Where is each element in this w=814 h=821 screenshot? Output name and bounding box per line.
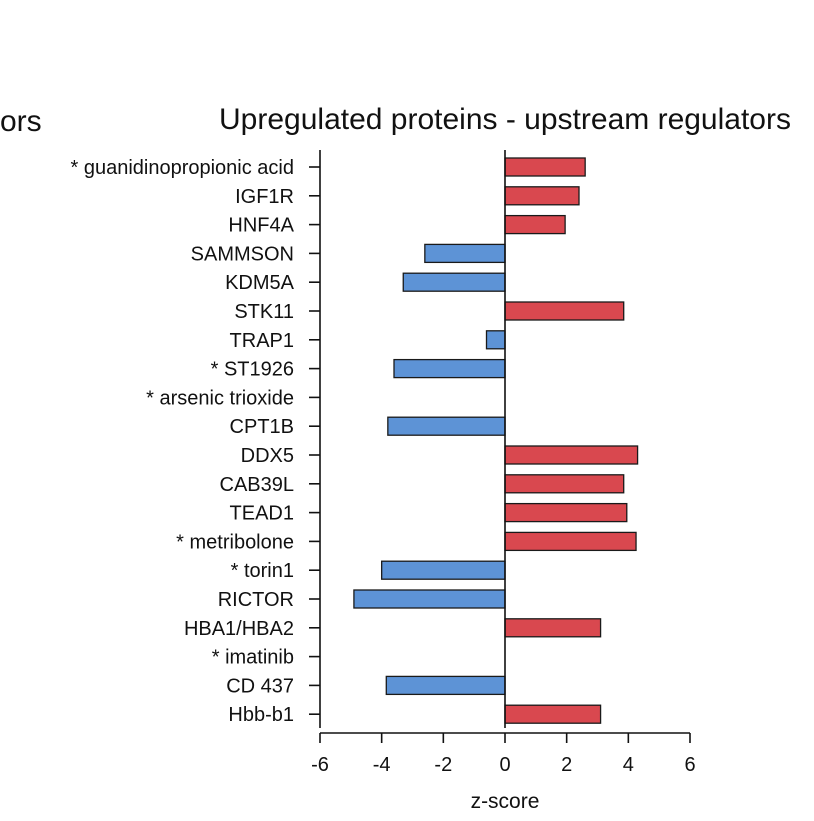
bar-14 xyxy=(381,560,506,580)
category-label-16: HBA1/HBA2 xyxy=(184,618,294,640)
category-label-10: DDX5 xyxy=(241,445,294,467)
category-label-19: Hbb-b1 xyxy=(228,704,294,726)
category-label-4: KDM5A xyxy=(225,272,295,294)
bar-7 xyxy=(393,358,506,379)
bar-11 xyxy=(504,474,625,494)
bar-3 xyxy=(424,243,506,264)
category-label-3: SAMMSON xyxy=(191,243,294,265)
bar-16 xyxy=(504,618,602,638)
category-label-5: STK11 xyxy=(234,301,294,323)
category-label-12: TEAD1 xyxy=(230,503,294,525)
category-label-7: * ST1926 xyxy=(211,359,294,381)
bar-10 xyxy=(504,445,639,465)
x-axis-label: z-score xyxy=(471,790,540,813)
category-label-18: CD 437 xyxy=(226,675,294,697)
category-label-9: CPT1B xyxy=(230,416,294,438)
bar-12 xyxy=(504,502,628,523)
category-label-15: RICTOR xyxy=(218,589,294,611)
x-tick-label-3: 0 xyxy=(499,754,510,776)
bar-18 xyxy=(385,675,506,696)
bar-2 xyxy=(504,214,566,235)
bar-6 xyxy=(485,330,506,350)
x-tick-label-1: -4 xyxy=(373,754,391,776)
bar-1 xyxy=(504,186,580,206)
category-label-2: HNF4A xyxy=(228,215,294,237)
category-label-0: * guanidinopropionic acid xyxy=(71,157,295,179)
category-label-13: * metribolone xyxy=(176,531,294,553)
category-label-11: CAB39L xyxy=(220,474,295,496)
bar-13 xyxy=(504,531,637,552)
bar-5 xyxy=(504,301,625,321)
bars-group xyxy=(353,157,639,724)
category-label-8: * arsenic trioxide xyxy=(146,387,294,409)
bar-19 xyxy=(504,704,602,724)
chart-title: Upregulated proteins - upstream regulato… xyxy=(219,103,791,136)
bar-0 xyxy=(504,157,586,177)
bar-4 xyxy=(402,272,506,292)
x-ticks-group: -6 -4 -2 0 2 4 6 xyxy=(311,733,696,776)
category-label-17: * imatinib xyxy=(212,647,294,669)
x-tick-label-5: 4 xyxy=(623,754,634,776)
bar-15 xyxy=(353,589,506,609)
category-label-1: IGF1R xyxy=(235,186,294,208)
x-tick-label-0: -6 xyxy=(311,754,329,776)
category-label-6: TRAP1 xyxy=(230,330,294,352)
category-label-14: * torin1 xyxy=(231,560,294,582)
x-tick-label-6: 6 xyxy=(684,754,695,776)
category-labels-group: * guanidinopropionic acid IGF1R HNF4A SAMMS… xyxy=(71,157,320,726)
x-tick-label-4: 2 xyxy=(561,754,572,776)
x-tick-label-2: -2 xyxy=(434,754,452,776)
partial-title: ors xyxy=(0,105,42,138)
bar-9 xyxy=(387,416,506,436)
